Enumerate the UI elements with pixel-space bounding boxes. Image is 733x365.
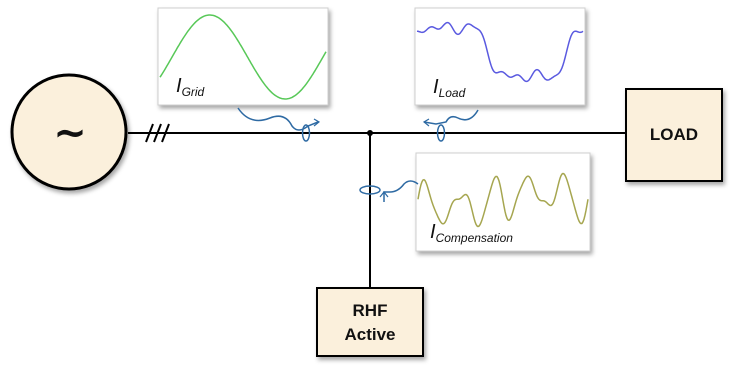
load-current-panel: ILoad	[414, 7, 586, 106]
rhf-label-line2: Active	[344, 325, 395, 344]
ac-source-symbol: ~	[53, 110, 87, 156]
load-current-sensor	[422, 109, 479, 142]
compensation-current-panel: ICompensation	[415, 152, 591, 252]
rhf-label-line1: RHF	[353, 301, 388, 320]
grid-current-panel: IGrid	[157, 7, 329, 106]
compensation-current-wave	[417, 172, 589, 228]
rhf-active-box: RHF Active	[316, 287, 424, 357]
compensation-current-label: ICompensation	[430, 221, 513, 245]
load-current-wave	[416, 21, 584, 83]
grid-current-label: IGrid	[176, 75, 205, 99]
three-phase-marks	[145, 123, 170, 143]
grid-current-wave	[159, 14, 327, 100]
ac-source: ~	[10, 73, 128, 191]
compensation-current-sensor	[359, 180, 419, 202]
grid-current-sensor	[237, 107, 321, 142]
junction-node	[367, 130, 373, 136]
load-label: LOAD	[650, 125, 698, 144]
load-box: LOAD	[625, 88, 723, 182]
load-current-label: ILoad	[433, 76, 466, 100]
